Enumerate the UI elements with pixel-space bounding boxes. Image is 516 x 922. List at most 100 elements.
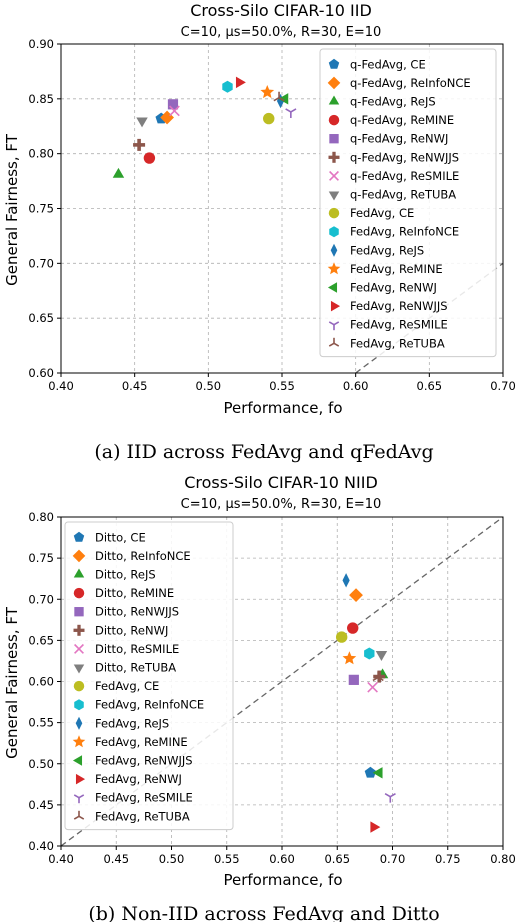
legend-marker-fedavg-renwj xyxy=(75,773,86,785)
legend-iid: q-FedAvg, CE q-FedAvg, ReInfoNCE q-FedAvg,… xyxy=(319,48,497,358)
y-axis-label-niid: General Fairness, FT xyxy=(3,606,21,759)
legend-marker-q-fedavg-renwj xyxy=(329,134,339,144)
y-tick-label: 0.70 xyxy=(28,592,54,606)
legend-label: Ditto, CE xyxy=(95,530,146,544)
legend-marker-fedavg-remine xyxy=(72,735,86,748)
legend-marker-ditto-reinfonce xyxy=(72,549,86,563)
point-ditto-renwj xyxy=(373,670,386,683)
legend-marker-fedavg-retuba xyxy=(73,810,85,820)
legend-label: Ditto, ReSMILE xyxy=(95,642,179,656)
y-tick-label: 0.45 xyxy=(28,798,54,812)
x-tick-label: 0.65 xyxy=(417,379,443,393)
y-tick-label: 0.50 xyxy=(28,757,54,771)
legend-label: FedAvg, ReTUBA xyxy=(350,336,445,350)
legend-marker-fedavg-rejs xyxy=(75,716,83,730)
legend-marker-q-fedavg-rejs xyxy=(328,95,340,105)
point-q-fedavg-resmile xyxy=(169,105,180,117)
legend-marker-fedavg-resmile xyxy=(328,321,340,331)
legend-label: FedAvg, ReJS xyxy=(95,716,169,730)
point-q-fedavg-retuba xyxy=(136,117,148,128)
legend-label: q-FedAvg, ReJS xyxy=(350,95,436,109)
x-tick-label: 0.65 xyxy=(324,852,350,866)
legend-marker-fedavg-resmile xyxy=(73,794,85,804)
legend-marker-fedavg-retuba xyxy=(328,337,340,347)
point-fedavg-renwj xyxy=(370,821,381,833)
tick-labels-iid: 0.40 0.45 0.50 0.55 0.60 0.65 0.70 0.60 0.65 0.70… xyxy=(28,37,515,393)
x-tick-label: 0.50 xyxy=(159,852,185,866)
legend-box xyxy=(319,48,497,358)
legend-marker-q-fedavg-retuba xyxy=(328,191,340,201)
y-tick-label: 0.80 xyxy=(28,147,54,161)
point-fedavg-renwjjs xyxy=(372,767,383,779)
tick-labels-niid: 0.40 0.45 0.50 0.55 0.60 0.65 0.70 0.75 0.80 0.40… xyxy=(28,510,515,866)
legend-label: FedAvg, ReMINE xyxy=(95,735,188,749)
x-tick-label: 0.60 xyxy=(269,852,295,866)
scatter-points-niid xyxy=(335,573,396,833)
legend-niid: Ditto, CE Ditto, ReInfoNCE Ditto, ReJS Ditt… xyxy=(64,521,234,831)
x-tick-label: 0.40 xyxy=(48,852,74,866)
legend-marker-ditto-remine xyxy=(73,587,85,599)
point-ditto-reinfonce xyxy=(349,588,363,603)
legend-label: FedAvg, ReSMILE xyxy=(350,318,448,332)
legend-marker-fedavg-ce xyxy=(73,680,85,692)
x-tick-label: 0.60 xyxy=(343,379,369,393)
legend-label: FedAvg, ReInfoNCE xyxy=(350,225,459,239)
y-tick-label: 0.60 xyxy=(28,366,54,380)
legend-label: q-FedAvg, ReNWJJS xyxy=(350,150,459,164)
chart-panel-iid: Cross-Silo CIFAR-10 IID C=10, μs=50.0%, … xyxy=(3,1,516,463)
y-tick-label: 0.70 xyxy=(28,256,54,270)
point-fedavg-reinfonce xyxy=(222,80,233,93)
point-fedavg-remine xyxy=(342,651,357,665)
point-fedavg-ce xyxy=(335,631,348,643)
legend-marker-ditto-renwj xyxy=(73,624,85,636)
x-tick-label: 0.50 xyxy=(196,379,222,393)
point-q-fedavg-renwj xyxy=(167,99,179,110)
caption-iid: (a) IID across FedAvg and qFedAvg xyxy=(94,441,433,463)
y-tick-label: 0.40 xyxy=(28,839,54,853)
legend-label: FedAvg, ReNWJJS xyxy=(95,754,193,768)
legend-label: q-FedAvg, ReMINE xyxy=(350,113,454,127)
x-tick-label: 0.75 xyxy=(435,852,461,866)
legend-marker-fedavg-rejs xyxy=(330,243,338,257)
point-fedavg-renwj xyxy=(278,93,289,105)
x-tick-label: 0.70 xyxy=(380,852,406,866)
point-fedavg-rejs xyxy=(342,573,350,588)
x-tick-label: 0.55 xyxy=(269,379,295,393)
legend-label: FedAvg, ReNWJ xyxy=(350,281,437,295)
chart-subtitle-niid: C=10, μs=50.0%, R=30, E=10 xyxy=(181,497,382,512)
y-tick-label: 0.75 xyxy=(28,202,54,216)
y-tick-label: 0.65 xyxy=(28,633,54,647)
point-q-fedavg-remine xyxy=(143,152,156,164)
y-tick-label: 0.80 xyxy=(28,510,54,524)
legend-marker-ditto-retuba xyxy=(73,664,85,674)
legend-marker-fedavg-renwjjs xyxy=(72,755,83,766)
point-fedavg-retuba xyxy=(372,671,384,682)
point-fedavg-renwjjs xyxy=(235,76,246,89)
point-ditto-retuba xyxy=(375,651,388,661)
legend-marker-ditto-renwjjs xyxy=(74,607,84,617)
legend-marker-fedavg-ce xyxy=(328,207,340,219)
y-axis-label-iid: General Fairness, FT xyxy=(3,133,21,286)
y-tick-label: 0.55 xyxy=(28,716,54,730)
legend-label: q-FedAvg, ReSMILE xyxy=(350,169,459,183)
legend-label: FedAvg, ReNWJJS xyxy=(350,299,448,313)
legend-marker-ditto-ce xyxy=(73,531,85,542)
legend-marker-ditto-resmile xyxy=(74,643,84,654)
legend-label: FedAvg, ReMINE xyxy=(350,262,443,276)
x-tick-label: 0.55 xyxy=(214,852,240,866)
legend-marker-q-fedavg-remine xyxy=(328,114,340,126)
point-fedavg-resmile xyxy=(384,792,396,803)
legend-label: q-FedAvg, ReNWJ xyxy=(350,132,448,146)
point-ditto-renwjjs xyxy=(348,674,359,685)
point-fedavg-resmile xyxy=(285,108,297,118)
legend-label: Ditto, ReMINE xyxy=(95,586,174,600)
point-q-fedavg-rejs xyxy=(112,167,125,178)
point-fedavg-retuba xyxy=(273,91,285,102)
x-tick-label: 0.45 xyxy=(122,379,148,393)
point-ditto-resmile xyxy=(367,681,378,693)
legend-marker-fedavg-reinfonce xyxy=(329,226,339,238)
legend-label: Ditto, ReTUBA xyxy=(95,661,176,675)
legend-marker-fedavg-remine xyxy=(327,262,341,275)
legend-label: FedAvg, ReInfoNCE xyxy=(95,698,204,712)
legend-label: FedAvg, CE xyxy=(95,679,159,693)
